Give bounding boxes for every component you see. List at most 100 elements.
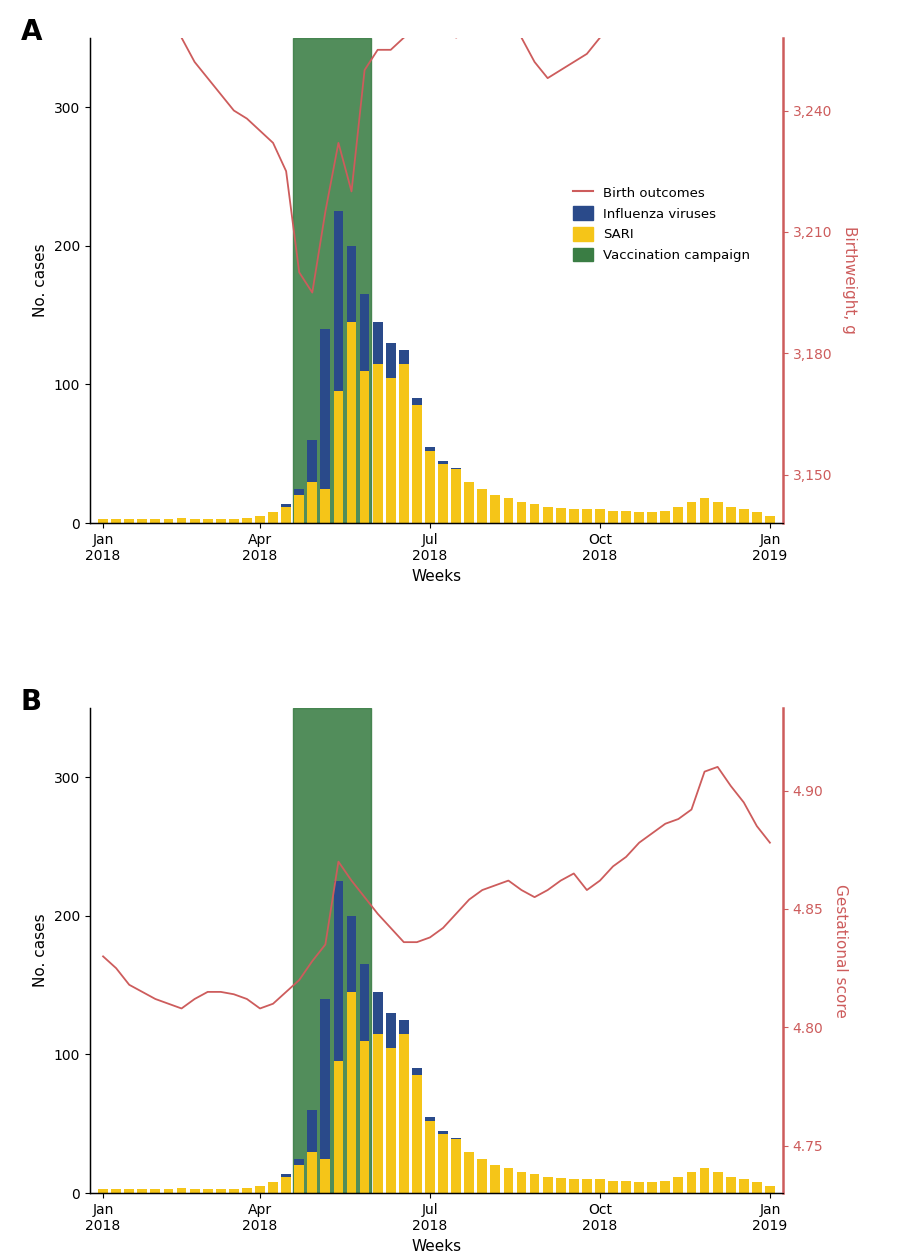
Bar	[530, 504, 539, 524]
Bar	[292, 707, 371, 1193]
Bar	[425, 451, 435, 524]
Bar	[530, 1174, 539, 1193]
Bar	[543, 1177, 553, 1193]
Bar	[373, 1034, 382, 1193]
Bar	[399, 364, 409, 524]
Bar	[569, 1179, 579, 1193]
Bar	[556, 1178, 565, 1193]
Bar	[608, 1181, 618, 1193]
Bar	[294, 495, 304, 524]
Bar	[150, 519, 160, 524]
Bar	[464, 1152, 474, 1193]
Bar	[556, 507, 565, 524]
Bar	[621, 1181, 631, 1193]
Bar	[229, 1189, 238, 1193]
Bar	[346, 322, 356, 524]
Bar	[229, 519, 238, 524]
Bar	[176, 1188, 186, 1193]
Bar	[634, 1182, 644, 1193]
Bar	[308, 481, 317, 524]
Bar	[438, 1130, 448, 1134]
Bar	[373, 992, 382, 1034]
Bar	[634, 512, 644, 524]
Bar	[399, 1020, 409, 1034]
Bar	[621, 511, 631, 524]
Bar	[765, 516, 775, 524]
Bar	[294, 1158, 304, 1166]
Bar	[582, 510, 592, 524]
Bar	[425, 1117, 435, 1122]
Bar	[386, 343, 396, 378]
Bar	[713, 502, 723, 524]
Bar	[687, 502, 697, 524]
Bar	[739, 510, 749, 524]
Bar	[320, 329, 330, 489]
Bar	[647, 512, 657, 524]
Bar	[308, 1152, 317, 1193]
Bar	[399, 1034, 409, 1193]
Bar	[739, 1179, 749, 1193]
Bar	[687, 1172, 697, 1193]
Bar	[308, 440, 317, 481]
Bar	[292, 38, 371, 524]
Bar	[190, 1189, 200, 1193]
Bar	[477, 489, 487, 524]
Bar	[320, 489, 330, 524]
Bar	[464, 481, 474, 524]
Bar	[242, 1188, 252, 1193]
Bar	[491, 495, 500, 524]
Bar	[517, 1172, 526, 1193]
X-axis label: Weeks: Weeks	[411, 569, 462, 584]
Bar	[112, 519, 122, 524]
Bar	[399, 349, 409, 364]
Bar	[752, 1182, 761, 1193]
Bar	[673, 1177, 683, 1193]
Bar	[752, 512, 761, 524]
Bar	[438, 461, 448, 463]
Bar	[176, 517, 186, 524]
Bar	[360, 371, 370, 524]
Bar	[255, 1186, 265, 1193]
Text: B: B	[21, 688, 41, 716]
Bar	[451, 1139, 461, 1193]
Bar	[595, 510, 605, 524]
Bar	[281, 504, 291, 506]
Bar	[517, 502, 526, 524]
Bar	[595, 1179, 605, 1193]
Bar	[242, 517, 252, 524]
Bar	[765, 1186, 775, 1193]
Bar	[569, 510, 579, 524]
Bar	[699, 1168, 709, 1193]
Bar	[138, 1189, 148, 1193]
Bar	[451, 1138, 461, 1139]
Bar	[373, 364, 382, 524]
Bar	[190, 519, 200, 524]
Bar	[98, 519, 108, 524]
Bar	[216, 1189, 226, 1193]
Bar	[438, 463, 448, 524]
Bar	[320, 999, 330, 1158]
Bar	[124, 1189, 134, 1193]
Bar	[294, 1166, 304, 1193]
Bar	[360, 1041, 370, 1193]
Bar	[491, 1166, 500, 1193]
Bar	[713, 1172, 723, 1193]
Bar	[320, 1158, 330, 1193]
Bar	[202, 1189, 212, 1193]
Bar	[360, 965, 370, 1041]
Bar	[346, 246, 356, 322]
Bar	[582, 1179, 592, 1193]
Bar	[138, 519, 148, 524]
Bar	[647, 1182, 657, 1193]
Bar	[373, 322, 382, 364]
Bar	[98, 1189, 108, 1193]
Bar	[608, 511, 618, 524]
Bar	[346, 992, 356, 1193]
Bar	[699, 499, 709, 524]
Bar	[451, 467, 461, 468]
Bar	[661, 1181, 670, 1193]
Bar	[334, 882, 343, 1061]
Bar	[725, 506, 735, 524]
Bar	[216, 519, 226, 524]
Bar	[255, 516, 265, 524]
